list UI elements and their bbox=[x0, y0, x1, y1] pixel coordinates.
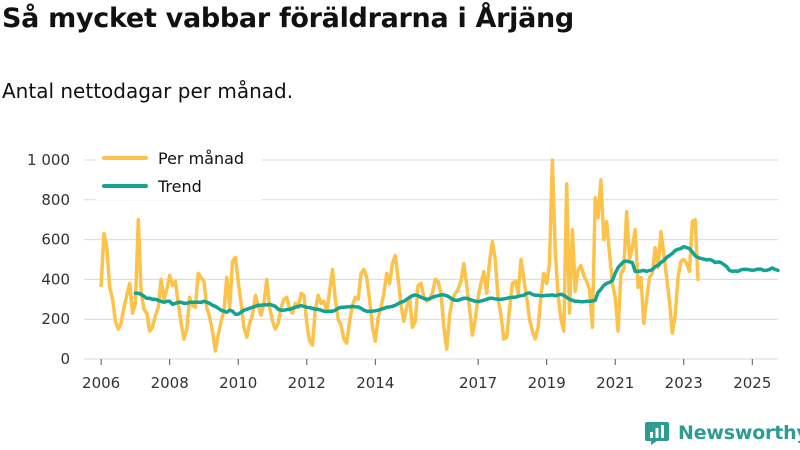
legend: Per månad Trend bbox=[96, 146, 262, 200]
brand-logo: Newsworthy bbox=[644, 420, 800, 446]
x-tick-label: 2010 bbox=[219, 374, 257, 392]
y-tick-label: 0 bbox=[60, 350, 70, 368]
series-line-per-manad bbox=[99, 158, 700, 353]
x-tick-label: 2017 bbox=[459, 374, 497, 392]
x-tick-label: 2019 bbox=[528, 374, 566, 392]
x-tick-label: 2014 bbox=[356, 374, 394, 392]
chart-title: Så mycket vabbar föräldrarna i Årjäng bbox=[2, 3, 574, 34]
x-tick-label: 2021 bbox=[596, 374, 634, 392]
y-tick-label: 200 bbox=[41, 310, 70, 328]
y-tick-label: 1 000 bbox=[27, 151, 70, 169]
y-tick-label: 800 bbox=[41, 191, 70, 209]
x-tick-label: 2012 bbox=[288, 374, 326, 392]
x-axis-ticks: 2006 2008 2010 2012 2014 2017 2019 2021 2023 2025 bbox=[82, 359, 771, 392]
newsworthy-logo-icon bbox=[645, 422, 669, 445]
x-tick-label: 2023 bbox=[665, 374, 703, 392]
y-tick-label: 400 bbox=[41, 270, 70, 288]
chart-subtitle: Antal nettodagar per månad. bbox=[2, 79, 294, 103]
x-tick-label: 2025 bbox=[733, 374, 771, 392]
legend-label-trend: Trend bbox=[157, 177, 202, 196]
x-tick-label: 2006 bbox=[82, 374, 120, 392]
y-tick-label: 600 bbox=[41, 231, 70, 249]
series-lines bbox=[99, 158, 780, 353]
series-line-trend bbox=[133, 244, 780, 316]
y-axis-ticks: 0 200 400 600 800 1 000 bbox=[27, 151, 70, 368]
legend-label-per-manad: Per månad bbox=[158, 149, 244, 168]
brand-name: Newsworthy bbox=[678, 422, 800, 444]
legend-background bbox=[96, 146, 262, 200]
x-tick-label: 2008 bbox=[151, 374, 189, 392]
